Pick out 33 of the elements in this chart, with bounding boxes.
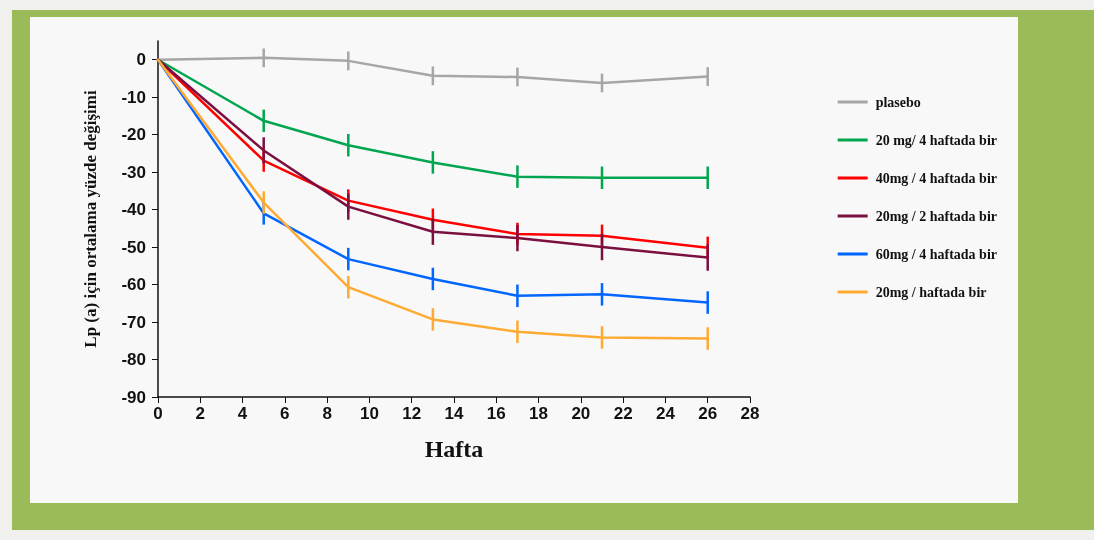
- y-axis-title: Lp (a) için ortalama yüzde değişimi: [80, 90, 100, 348]
- legend-label: 60mg / 4 haftada bir: [875, 246, 998, 262]
- y-tick-label: -40: [121, 200, 146, 220]
- x-tick-label: 0: [153, 404, 163, 423]
- x-tick-label: 2: [195, 404, 206, 423]
- y-tick-label: -50: [121, 237, 146, 257]
- y-tick-label: -90: [121, 387, 146, 407]
- legend-label: 20 mg/ 4 haftada bir: [875, 132, 998, 148]
- y-tick-label: -30: [121, 162, 146, 182]
- legend-label: plasebo: [875, 94, 921, 110]
- y-tick-label: 0: [136, 50, 146, 70]
- x-tick-label: 14: [444, 404, 464, 423]
- y-tick-label: -70: [121, 312, 146, 332]
- x-tick-label: 26: [698, 404, 718, 423]
- legend-label: 20mg / 2 haftada bir: [875, 208, 998, 224]
- y-tick-label: -60: [121, 275, 146, 295]
- x-tick-label: 16: [486, 404, 506, 423]
- x-tick-label: 22: [613, 404, 633, 423]
- legend-label: 20mg / haftada bir: [875, 284, 987, 300]
- x-tick-label: 18: [529, 404, 549, 423]
- legend-label: 40mg / 4 haftada bir: [875, 170, 998, 186]
- x-tick-label: 12: [402, 404, 422, 423]
- x-tick-label: 10: [359, 404, 379, 423]
- x-tick-label: 6: [280, 404, 290, 423]
- x-tick-label: 20: [571, 404, 591, 423]
- x-tick-label: 28: [740, 404, 760, 423]
- y-tick-label: -20: [121, 125, 146, 145]
- x-tick-label: 24: [655, 404, 676, 423]
- y-tick-label: -80: [121, 350, 146, 370]
- x-axis-title: Hafta: [424, 436, 484, 462]
- y-tick-label: -10: [121, 87, 146, 107]
- x-tick-label: 4: [237, 404, 248, 423]
- x-tick-label: 8: [322, 404, 332, 423]
